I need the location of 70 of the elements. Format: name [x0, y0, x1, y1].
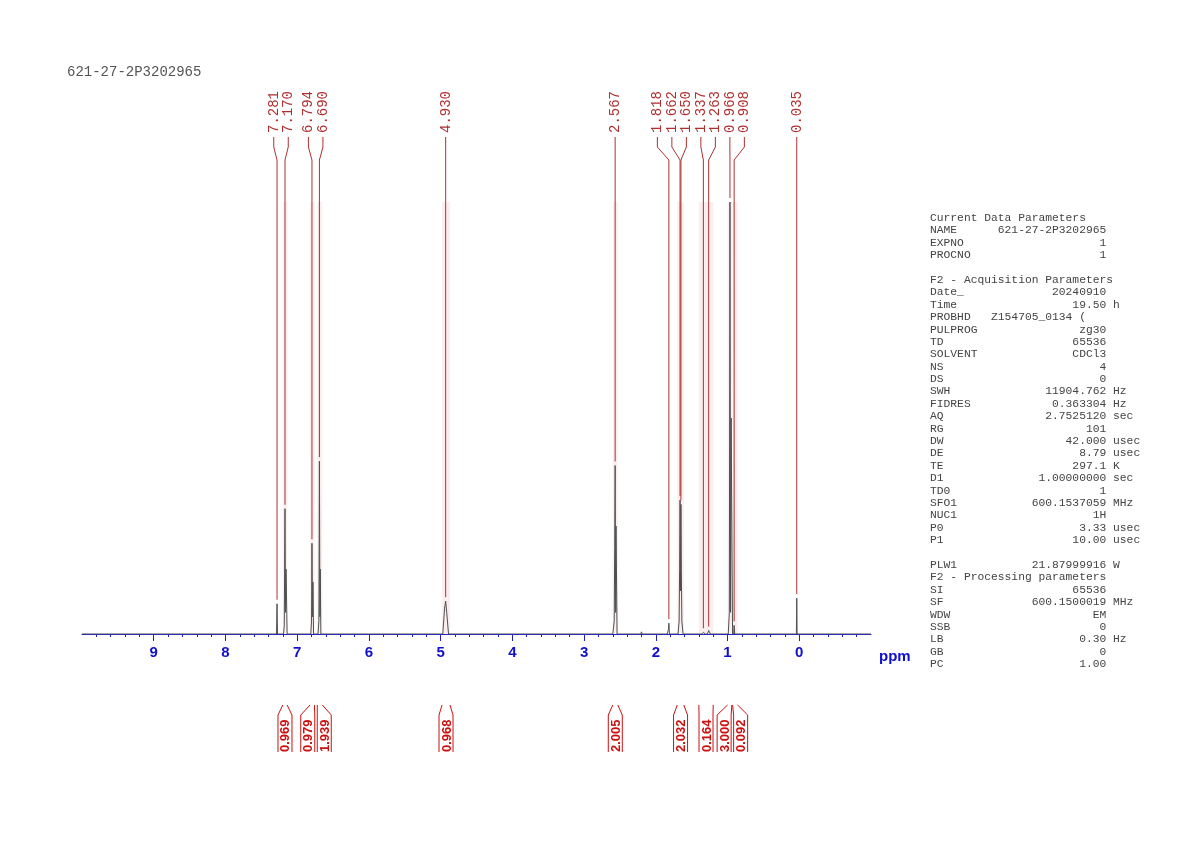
- annotation: 6.690: [314, 90, 331, 133]
- x-tick-label: 4: [508, 643, 518, 660]
- annotation: 0.966: [721, 90, 738, 133]
- text: SWH 11904.762 Hz: [930, 385, 1128, 398]
- annotation: 0.035: [788, 90, 805, 133]
- text: FIDRES 0.363304 Hz: [930, 397, 1128, 411]
- x-tick-label: 5: [436, 643, 445, 660]
- annotation: 1.662: [663, 90, 680, 133]
- x-tick-label: 2: [651, 643, 660, 660]
- annotation: 2.567: [607, 90, 624, 133]
- band-label: 0.164: [698, 718, 714, 752]
- annotation: 4.930: [437, 90, 454, 133]
- band-label: 2.005: [607, 719, 623, 752]
- x-tick-label: 6: [364, 643, 374, 660]
- text: AQ 2.7525120 sec: [930, 410, 1135, 423]
- band-label: 0.969: [277, 719, 293, 752]
- text: SSB 0: [930, 620, 1108, 634]
- text: WDW EM: [930, 608, 1108, 621]
- x-axis-title: ppm: [879, 647, 911, 664]
- text: TD0 1: [930, 484, 1108, 497]
- text: LB 0.30 Hz: [930, 633, 1128, 646]
- text: F2 - Processing parameters: [930, 571, 1108, 584]
- text: P1 10.00 usec: [930, 534, 1142, 547]
- x-tick-label: 9: [149, 643, 158, 660]
- band-label: 3.000: [716, 719, 732, 752]
- text: SF 600.1500019 MHz: [930, 596, 1135, 609]
- text: NUC1 1H: [930, 509, 1108, 522]
- text: SOLVENT CDCl3: [930, 348, 1108, 361]
- x-tick-label: 0: [795, 643, 804, 660]
- annotation: 0.908: [736, 90, 753, 133]
- text: PROCNO 1: [930, 249, 1108, 262]
- text: PROBHD Z154705_0134 (: [930, 311, 1087, 324]
- x-tick-label: 8: [221, 643, 230, 660]
- text: SFO1 600.1537059 MHz: [930, 496, 1135, 510]
- text: DE 8.79 usec: [930, 447, 1142, 460]
- band-label: 0.979: [300, 719, 316, 752]
- text: EXPNO 1: [930, 236, 1108, 250]
- x-tick-label: 7: [293, 643, 302, 660]
- text: Date_ 20240910: [930, 286, 1108, 299]
- text: GB 0: [930, 645, 1108, 659]
- annotation: 7.281: [265, 90, 282, 133]
- text: Time 19.50 h: [930, 298, 1121, 312]
- text: NAME 621-27-2P3202965: [930, 224, 1108, 237]
- x-tick-label: 3: [579, 643, 589, 660]
- chart-title: 621-27-2P3202965: [67, 64, 202, 80]
- text: TE 297.1 K: [930, 459, 1121, 473]
- annotation: 1.650: [678, 90, 695, 133]
- text: DW 42.000 usec: [930, 435, 1142, 448]
- annotation: 7.170: [280, 90, 297, 133]
- text: SI 65536: [930, 583, 1108, 597]
- band-label: 1.939: [316, 719, 332, 752]
- band-label: 2.032: [673, 719, 689, 752]
- text: F2 - Acquisition Parameters: [930, 273, 1115, 287]
- text: PLW1 21.87999916 W: [930, 558, 1121, 572]
- text: NS 4: [930, 360, 1108, 374]
- text: D1 1.00000000 sec: [930, 472, 1135, 485]
- text: PULPROG zg30: [930, 323, 1108, 336]
- band-label: 0.092: [733, 719, 749, 752]
- text: DS 0: [930, 373, 1108, 386]
- x-tick-label: 1: [723, 643, 732, 660]
- annotation: 1.818: [649, 90, 666, 133]
- annotation: 1.263: [707, 90, 724, 133]
- text: P0 3.33 usec: [930, 521, 1142, 535]
- text: PC 1.00: [930, 658, 1108, 671]
- annotation: 6.794: [300, 90, 317, 133]
- text: RG 101: [930, 422, 1108, 436]
- text: TD 65536: [930, 335, 1108, 349]
- annotation: 1.337: [692, 90, 709, 133]
- band-label: 0.968: [438, 719, 454, 752]
- text: Current Data Parameters: [930, 212, 1087, 225]
